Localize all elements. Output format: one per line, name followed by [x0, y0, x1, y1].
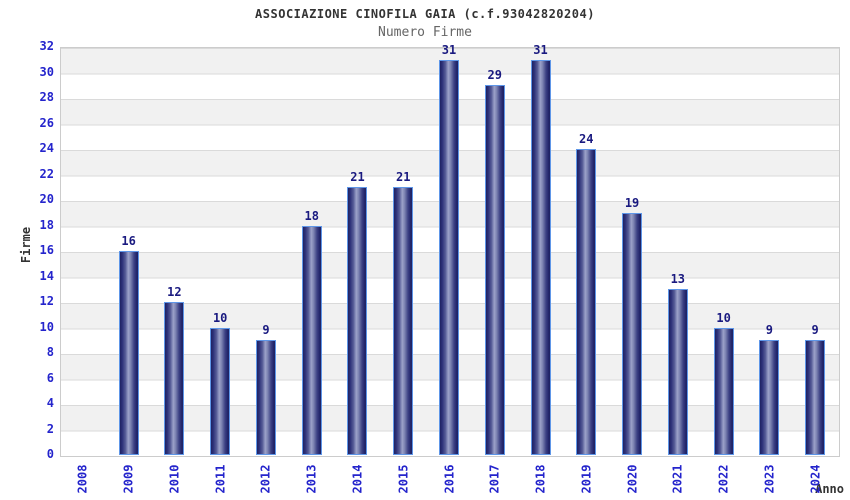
x-tick-2017: 2017: [487, 464, 502, 494]
value-label-2014: 21: [350, 170, 365, 185]
y-tick-24: 24: [39, 141, 54, 155]
bar-2014: [347, 187, 368, 455]
x-tick-2008: 2008: [75, 464, 90, 494]
bar-2010: [164, 302, 185, 455]
y-tick-18: 18: [39, 217, 54, 232]
value-label-2022: 10: [716, 310, 731, 325]
y-tick-22: 22: [39, 166, 54, 181]
x-tick-2010: 2010: [167, 464, 182, 494]
value-label-2011: 10: [212, 310, 228, 325]
value-label-2019: 24: [579, 132, 594, 146]
value-label-2015: 21: [396, 170, 411, 185]
x-tick-2023: 2023: [762, 464, 777, 494]
value-label-2021: 13: [670, 272, 686, 287]
x-tick-2016: 2016: [442, 464, 456, 494]
y-tick-32: 32: [39, 39, 54, 53]
x-tick-2018: 2018: [533, 464, 548, 494]
y-tick-16: 16: [39, 243, 54, 257]
bar-2021: [667, 289, 688, 455]
y-tick-26: 26: [39, 115, 54, 130]
value-label-2018: 31: [533, 42, 548, 57]
value-label-2023: 9: [765, 323, 773, 338]
x-tick-2011: 2011: [213, 464, 228, 494]
bar-2016: [439, 59, 459, 455]
bar-2019: [576, 149, 597, 455]
y-tick-28: 28: [39, 90, 54, 104]
bar-2012: [255, 340, 276, 455]
y-tick-8: 8: [46, 345, 54, 359]
value-label-2013: 18: [304, 208, 319, 223]
y-tick-6: 6: [46, 370, 54, 385]
bar-2017: [484, 85, 505, 455]
x-tick-2013: 2013: [304, 464, 319, 494]
bar-2015: [393, 187, 414, 455]
x-tick-2019: 2019: [579, 464, 594, 494]
bar-2023: [759, 340, 780, 455]
x-tick-2021: 2021: [670, 464, 685, 494]
bar-2009: [118, 251, 139, 455]
value-label-2010: 12: [167, 285, 182, 299]
y-tick-10: 10: [39, 319, 54, 334]
y-tick-14: 14: [39, 268, 54, 283]
value-label-2020: 19: [624, 195, 640, 210]
bar-2011: [210, 327, 231, 455]
value-label-2024: 9: [811, 323, 819, 338]
x-tick-2014: 2014: [350, 464, 365, 494]
value-label-2016: 31: [441, 42, 457, 57]
x-tick-2015: 2015: [396, 464, 411, 494]
x-tick-2024: 2024: [808, 464, 823, 494]
y-tick-0: 0: [46, 447, 54, 461]
y-tick-12: 12: [39, 294, 54, 308]
bar-2022: [713, 327, 734, 455]
chart-title: ASSOCIAZIONE CINOFILA GAIA (c.f.93042820…: [255, 7, 595, 21]
bar-2024: [805, 340, 826, 455]
bar-2018: [530, 59, 551, 455]
value-label-2017: 29: [487, 68, 502, 83]
y-tick-2: 2: [46, 421, 54, 436]
y-tick-4: 4: [46, 396, 54, 410]
value-label-2012: 9: [262, 323, 270, 338]
x-tick-2022: 2022: [716, 464, 731, 494]
chart-subtitle: Numero Firme: [378, 25, 472, 40]
bar-2020: [622, 212, 643, 455]
x-tick-2012: 2012: [258, 464, 273, 494]
x-tick-2009: 2009: [121, 464, 136, 494]
x-axis-label: Anno: [815, 482, 844, 496]
y-tick-30: 30: [39, 64, 54, 79]
bar-2013: [301, 225, 322, 455]
x-tick-2020: 2020: [625, 464, 640, 494]
y-tick-20: 20: [39, 192, 54, 206]
value-label-2009: 16: [121, 234, 136, 248]
